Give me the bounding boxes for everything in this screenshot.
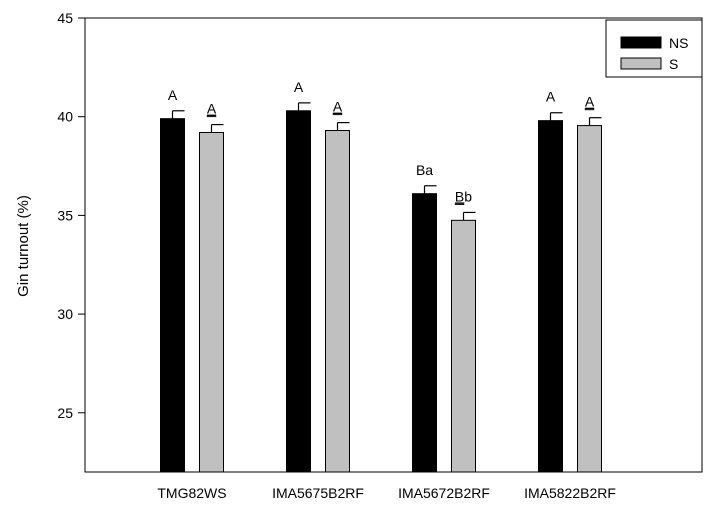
legend-label-ns: NS — [669, 35, 688, 51]
bar-ns — [287, 111, 311, 472]
significance-label: A — [207, 101, 217, 117]
y-axis-title: Gin turnout (%) — [15, 195, 32, 297]
significance-label: Ba — [416, 162, 433, 178]
bar-ns — [161, 119, 185, 472]
annotations-layer: A A Ba A A A Bb A — [168, 79, 595, 205]
significance-label: A — [333, 99, 343, 115]
bar-s — [452, 220, 476, 472]
significance-label-underlined: A — [585, 94, 595, 110]
x-tick-label: IMA5822B2RF — [524, 485, 616, 501]
x-tick-label: IMA5675B2RF — [272, 485, 364, 501]
significance-label-underlined: B — [455, 188, 464, 204]
bar-s — [200, 132, 224, 472]
significance-label: A — [168, 87, 178, 103]
x-axis: TMG82WS IMA5675B2RF IMA5672B2RF IMA5822B2RF — [157, 485, 616, 501]
bar-s — [578, 126, 602, 472]
y-tick-label: 45 — [57, 10, 73, 26]
bar-s — [326, 131, 350, 472]
y-tick-label: 30 — [57, 306, 73, 322]
significance-label: Bb — [455, 188, 472, 204]
significance-label: A — [294, 79, 304, 95]
legend-swatch-s — [621, 58, 661, 69]
y-tick-label: 25 — [57, 405, 73, 421]
bars-layer — [161, 103, 602, 472]
legend-label-s: S — [669, 56, 678, 72]
bar-ns — [413, 194, 437, 472]
significance-label-underlined: A — [207, 101, 217, 117]
y-tick-label: 40 — [57, 109, 73, 125]
significance-label-rest: b — [464, 188, 472, 204]
significance-label: A — [546, 89, 556, 105]
significance-label-underlined: A — [333, 99, 343, 115]
y-tick-label: 35 — [57, 207, 73, 223]
significance-label: A — [585, 94, 595, 110]
x-tick-label: IMA5672B2RF — [398, 485, 490, 501]
legend: NS S — [606, 20, 702, 77]
legend-swatch-ns — [621, 37, 661, 48]
bar-ns — [539, 121, 563, 472]
x-tick-label: TMG82WS — [157, 485, 226, 501]
y-axis: 25 30 35 40 45 — [57, 10, 85, 421]
